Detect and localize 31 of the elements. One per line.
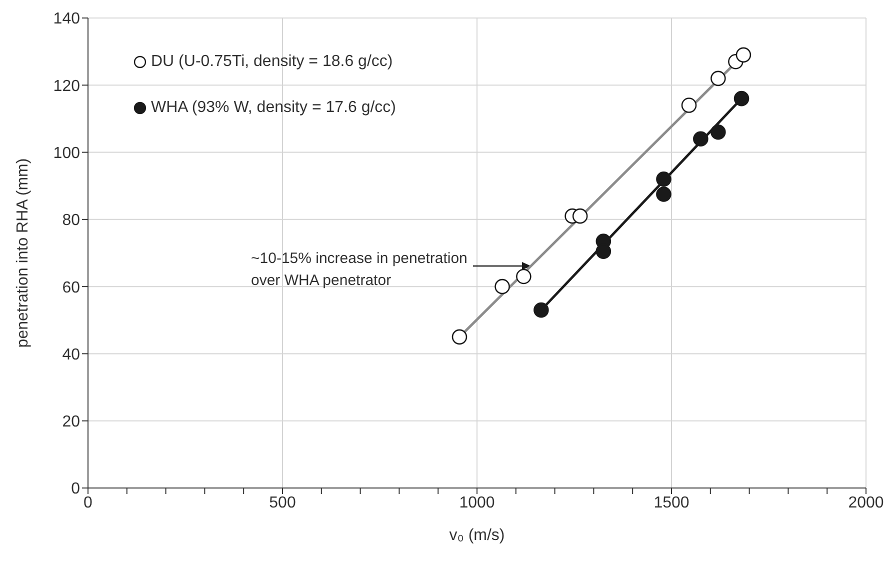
x-tick-label: 2000	[848, 494, 884, 512]
point	[736, 47, 752, 63]
y-axis-title: penetration into RHA (mm)	[14, 158, 32, 348]
point	[534, 302, 549, 318]
y-tick-label: 80	[62, 212, 80, 230]
x-tick-label: 500	[269, 494, 296, 512]
y-tick-label: 0	[71, 480, 80, 498]
x-tick-label: 1500	[654, 494, 690, 512]
x-tick-label: 0	[84, 494, 93, 512]
y-tick-label: 140	[53, 10, 80, 28]
point	[734, 90, 750, 106]
legend-label: WHA (93% W, density = 17.6 g/cc)	[151, 99, 396, 117]
legend-label: DU (U-0.75Ti, density = 18.6 g/cc)	[151, 53, 393, 71]
point	[656, 171, 672, 187]
point	[452, 329, 468, 345]
y-tick-label: 40	[62, 346, 80, 364]
y-tick-label: 60	[62, 279, 80, 296]
y-tick-label: 100	[53, 144, 80, 162]
point	[693, 131, 708, 147]
point	[656, 186, 672, 202]
point	[710, 124, 726, 140]
y-tick-label: 120	[53, 78, 80, 95]
y-tick-label: 20	[62, 414, 80, 431]
x-axis-title: v₀ (m/s)	[449, 527, 505, 544]
point	[572, 208, 588, 224]
point	[494, 278, 510, 294]
x-tick-label: 1000	[459, 494, 495, 512]
annotation: ~10-15% increase in penetration over WHA penetrator	[251, 250, 468, 289]
point	[710, 70, 726, 86]
point	[516, 268, 532, 284]
point	[681, 98, 697, 113]
